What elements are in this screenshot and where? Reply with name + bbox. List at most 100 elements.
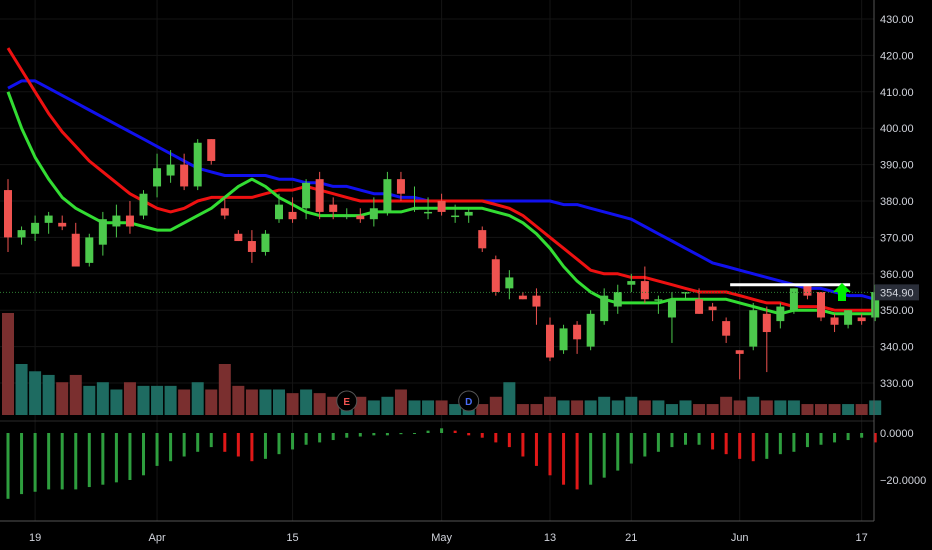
volume-bar (652, 400, 665, 415)
candle-body (559, 328, 568, 351)
volume-bar (679, 400, 692, 415)
oscillator-bar (426, 430, 430, 433)
candlesticks[interactable] (4, 139, 880, 380)
oscillator-bar (467, 433, 471, 436)
candle-body (871, 292, 880, 318)
candle-body (789, 288, 798, 311)
candle-body (261, 233, 270, 252)
candle-body (98, 219, 107, 245)
oscillator-bar (291, 433, 295, 450)
oscillator-bar (684, 433, 687, 445)
oscillator-bar (101, 433, 105, 485)
oscillator-bar (602, 433, 606, 478)
candle (654, 295, 663, 314)
oscillator-bar (521, 433, 525, 457)
oscillator-bar (304, 433, 308, 445)
event-marker-label: E (343, 397, 350, 408)
candle (302, 179, 311, 220)
candle-body (613, 292, 622, 307)
candle-body (451, 215, 460, 218)
volume-bar (571, 400, 584, 415)
candle (98, 211, 107, 256)
volume-bar (842, 404, 855, 415)
candle-body (857, 317, 866, 322)
candle (749, 302, 758, 351)
oscillator-bar (169, 433, 173, 462)
candle (247, 230, 256, 263)
candle-body (627, 281, 636, 285)
volume-bar (665, 404, 678, 415)
candle (708, 302, 717, 322)
volume-bar (516, 404, 529, 415)
volume-bar (435, 400, 448, 415)
candle-body (491, 259, 500, 292)
candle (71, 222, 80, 267)
oscillator-bar (155, 433, 159, 466)
candle (600, 288, 609, 325)
candle (193, 139, 202, 191)
candle-body (424, 211, 433, 214)
candle-body (722, 321, 731, 336)
volume-bar (56, 382, 69, 415)
price-tick-label: 370.00 (880, 232, 914, 244)
oscillator-bar (385, 433, 389, 436)
candle-body (329, 204, 338, 212)
time-tick-label: Jun (731, 532, 749, 544)
oscillator-bar (6, 433, 10, 499)
volume-bar (544, 396, 556, 415)
time-tick-label: 21 (625, 532, 637, 544)
volume-bar (625, 396, 638, 415)
volume-bar (801, 404, 814, 415)
candle (464, 208, 473, 223)
volume-bar (245, 389, 258, 415)
candle (762, 306, 771, 373)
volume-bar (110, 389, 123, 415)
oscillator-bar (846, 433, 850, 441)
candle (857, 313, 866, 325)
price-tick-label: 400.00 (880, 123, 914, 135)
price-tick-label: 360.00 (880, 269, 914, 281)
oscillator-bar (250, 433, 254, 462)
candle-body (85, 237, 94, 263)
candle (532, 288, 541, 325)
candle-body (125, 215, 134, 227)
candle-body (654, 299, 663, 301)
volume-bar (83, 385, 96, 415)
price-tick-label: 380.00 (880, 196, 914, 208)
candle (518, 292, 527, 300)
candle (180, 153, 189, 191)
candle-body (817, 292, 825, 318)
candle-body (220, 208, 229, 216)
oscillator-bar (318, 433, 322, 443)
volume-bar (774, 400, 787, 415)
candle-body (695, 299, 704, 314)
volume-bar (15, 364, 28, 415)
oscillator-bar (399, 433, 403, 435)
candle (261, 230, 270, 256)
oscillator-bar (575, 433, 579, 490)
oscillator-bar (20, 433, 24, 495)
oscillator-tick-label: 0.0000 (880, 428, 914, 440)
time-tick-label: May (431, 532, 452, 544)
volume-bar (489, 396, 502, 415)
candle (85, 233, 94, 267)
oscillator-bar (358, 433, 362, 437)
volume-bar (733, 400, 746, 415)
candle-body (396, 179, 405, 194)
price-tick-label: 410.00 (880, 87, 914, 99)
volume-bar (408, 400, 421, 415)
volume-bar (259, 389, 272, 415)
time-tick-label: 15 (286, 532, 298, 544)
oscillator-bar (209, 433, 213, 448)
volume-bar (42, 374, 55, 415)
price-tick-label: 340.00 (880, 342, 914, 354)
candle-body (586, 313, 595, 347)
volume-bar (530, 404, 543, 415)
oscillator-bar (74, 433, 78, 490)
candle-body (803, 284, 812, 296)
candle-body (667, 299, 676, 318)
candle-body (180, 164, 189, 187)
candle (789, 288, 798, 314)
volume-bar (787, 400, 800, 415)
